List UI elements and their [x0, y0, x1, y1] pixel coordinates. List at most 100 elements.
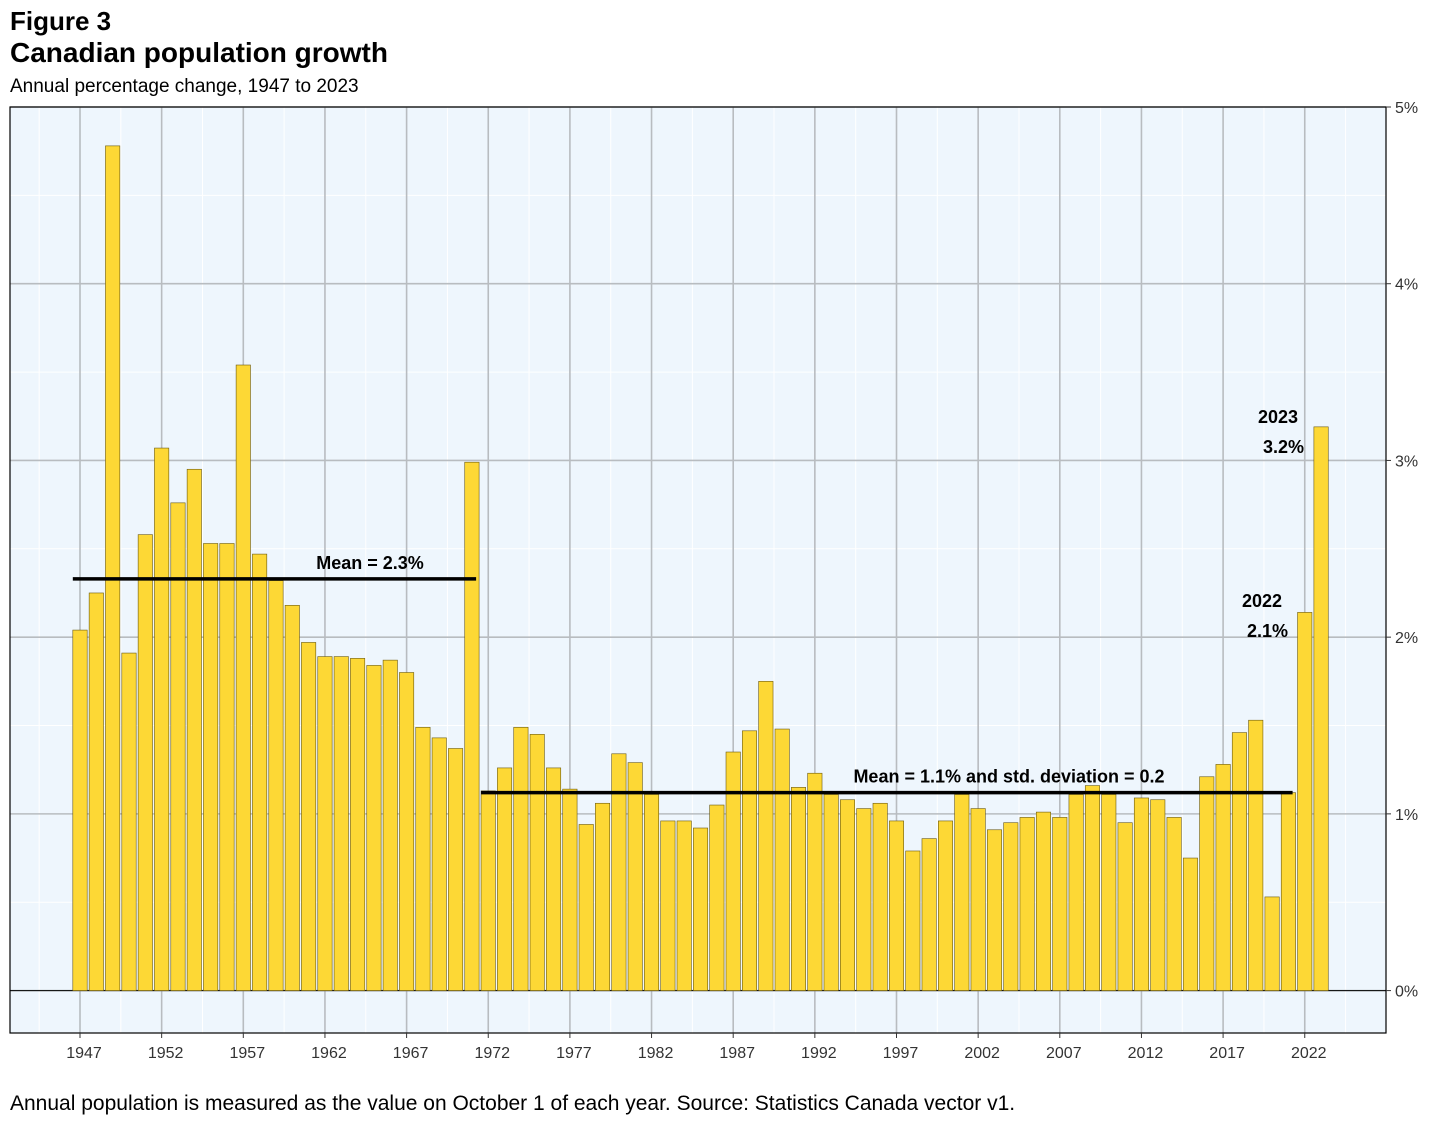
- bar-1969: [431, 737, 447, 991]
- bar-1982: [644, 794, 660, 991]
- annotation-2023-value: 3.2%: [1263, 437, 1304, 457]
- bar-2004: [1003, 822, 1019, 991]
- bar-2017: [1215, 764, 1231, 991]
- bar-1996: [872, 802, 888, 991]
- bar-1947: [72, 629, 88, 991]
- bar-1999: [921, 838, 937, 991]
- bar-2011: [1117, 822, 1133, 991]
- mean-lines: Mean = 2.3% Mean = 1.1% and std. deviatio…: [72, 553, 1293, 795]
- bar-2009: [1084, 785, 1100, 991]
- bar-1997: [889, 820, 904, 991]
- bar-1979: [595, 802, 611, 991]
- bar-2014: [1166, 817, 1182, 991]
- chart-caption: Annual population is measured as the val…: [10, 1092, 1016, 1115]
- bar-1998: [905, 850, 921, 991]
- bar-1962: [317, 656, 333, 991]
- bar-1958: [252, 553, 268, 991]
- bar-annotations: 2023 3.2% 2022 2.1%: [1242, 407, 1304, 641]
- figure-label: Figure 3: [10, 6, 112, 36]
- bar-2006: [1035, 811, 1051, 991]
- mean-line-label-1: Mean = 2.3%: [316, 553, 424, 573]
- bar-2007: [1052, 817, 1068, 991]
- y-tick-label: 2%: [1395, 630, 1418, 647]
- y-tick-label: 4%: [1395, 277, 1418, 294]
- bar-chart: Mean = 2.3% Mean = 1.1% and std. deviatio…: [9, 100, 1418, 1062]
- bar-1954: [186, 468, 202, 991]
- y-tick-label: 5%: [1395, 100, 1418, 117]
- bar-1978: [578, 824, 594, 991]
- bar-1970: [448, 748, 464, 991]
- bar-1986: [709, 804, 725, 991]
- bar-2013: [1150, 799, 1166, 991]
- x-tick-label: 1982: [638, 1045, 674, 1062]
- bar-1948: [88, 592, 104, 991]
- bar-2020: [1264, 896, 1280, 991]
- x-tick-label: 2007: [1046, 1045, 1082, 1062]
- bar-1994: [840, 799, 855, 991]
- bar-2022: [1297, 612, 1313, 991]
- bar-2002: [970, 808, 986, 991]
- chart-title: Canadian population growth: [10, 37, 388, 68]
- bar-1972: [480, 790, 496, 991]
- x-tick-label: 1952: [148, 1045, 184, 1062]
- x-tick-label: 1972: [474, 1045, 510, 1062]
- bar-1976: [546, 767, 562, 991]
- bar-2012: [1133, 797, 1149, 991]
- x-tick-label: 1957: [230, 1045, 266, 1062]
- bar-2023: [1313, 426, 1329, 991]
- bar-1975: [529, 734, 545, 991]
- bar-2010: [1101, 794, 1117, 991]
- bar-2003: [986, 829, 1002, 991]
- bar-1950: [121, 652, 137, 991]
- bar-1990: [774, 728, 790, 991]
- x-tick-label: 1997: [883, 1045, 919, 1062]
- bar-2001: [954, 794, 970, 991]
- bar-1957: [235, 364, 251, 991]
- bar-1951: [137, 534, 153, 991]
- bar-1965: [366, 665, 382, 991]
- x-tick-label: 1992: [801, 1045, 837, 1062]
- bar-2000: [937, 820, 953, 991]
- bar-1960: [284, 605, 300, 991]
- bar-2019: [1248, 719, 1264, 991]
- bar-1949: [105, 145, 121, 991]
- bar-2015: [1182, 857, 1198, 991]
- x-tick-label: 2002: [964, 1045, 1000, 1062]
- y-tick-label: 3%: [1395, 453, 1418, 470]
- bar-1961: [301, 642, 317, 991]
- bar-1964: [350, 658, 366, 991]
- bar-1952: [154, 447, 170, 991]
- bar-1967: [399, 672, 415, 991]
- bar-1987: [725, 751, 741, 991]
- bar-1984: [676, 820, 692, 991]
- bar-series: [72, 145, 1329, 991]
- bar-1992: [807, 772, 823, 991]
- bar-2005: [1019, 817, 1035, 991]
- y-tick-label: 1%: [1395, 807, 1418, 824]
- annotation-2022-value: 2.1%: [1247, 621, 1288, 641]
- bar-2021: [1280, 792, 1296, 991]
- x-tick-label: 1947: [66, 1045, 102, 1062]
- x-tick-label: 1977: [556, 1045, 592, 1062]
- chart-subtitle: Annual percentage change, 1947 to 2023: [10, 76, 359, 97]
- x-tick-label: 1967: [393, 1045, 429, 1062]
- bar-1974: [513, 726, 529, 991]
- x-tick-label: 2012: [1128, 1045, 1164, 1062]
- x-tick-label: 1962: [311, 1045, 347, 1062]
- bar-2008: [1068, 794, 1084, 991]
- bar-1981: [627, 762, 643, 991]
- bar-1995: [856, 808, 872, 991]
- bar-1971: [464, 461, 480, 991]
- bar-1956: [219, 543, 235, 991]
- bar-1963: [333, 656, 349, 991]
- mean-line-label-2: Mean = 1.1% and std. deviation = 0.2: [853, 767, 1164, 787]
- bar-2016: [1199, 776, 1215, 991]
- bar-1966: [382, 659, 398, 991]
- y-axis: 0% 1% 2% 3% 4% 5%: [1386, 100, 1418, 1001]
- bar-1977: [562, 788, 578, 991]
- bar-1955: [203, 543, 219, 991]
- bar-1993: [823, 794, 839, 991]
- bar-1953: [170, 502, 186, 991]
- bar-1968: [415, 726, 431, 991]
- x-tick-label: 2022: [1291, 1045, 1327, 1062]
